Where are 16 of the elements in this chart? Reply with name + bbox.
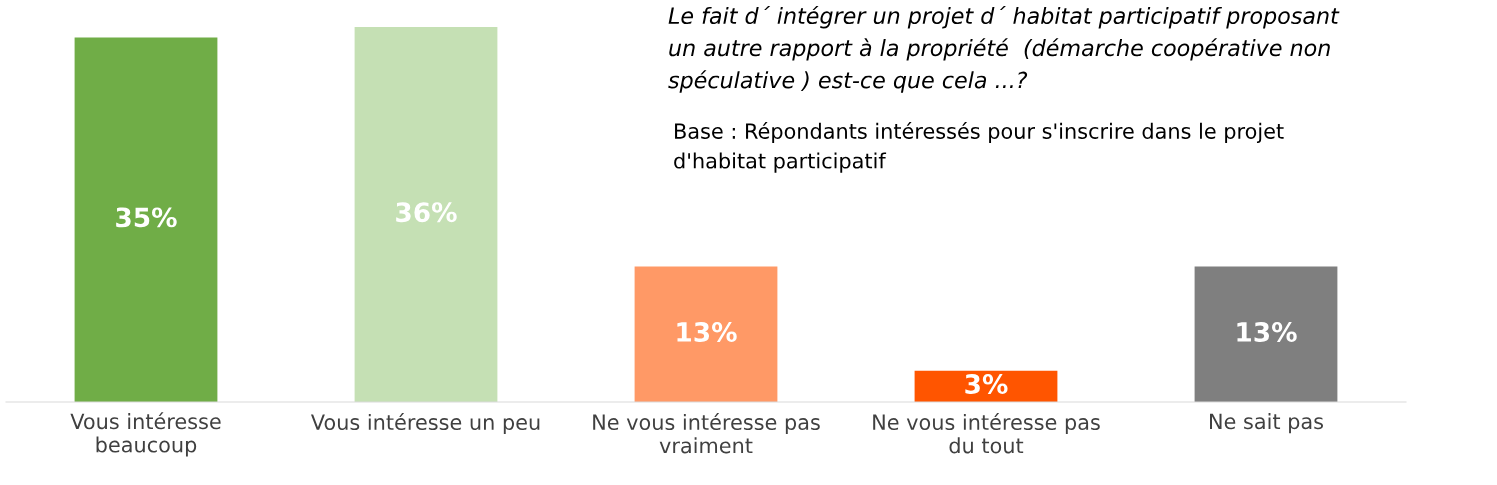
data-label: 13%	[1237, 321, 1297, 342]
x-tick-label: Ne vous intéresse pas vraiment	[593, 413, 820, 454]
bar	[74, 37, 218, 402]
bar	[1194, 266, 1338, 402]
data-label: 13%	[677, 321, 737, 342]
bar	[354, 27, 498, 402]
data-label: 36%	[396, 202, 457, 223]
bar	[634, 266, 778, 402]
x-tick-label: Ne vous intéresse pas du tout	[873, 413, 1100, 454]
annotation: Base : Répondants intéressés pour s'inscrire dans le projet d'habitat participatif	[674, 122, 1284, 173]
data-label: 3%	[965, 374, 1008, 395]
text: Le fait d´ intégrer un projet d´ habitat participatif proposant un autre rapport à la propriété (démarche coopérative non spéculative ) est-ce que cela ...?	[668, 6, 1340, 93]
x-tick-label: Ne sait pas	[1210, 413, 1324, 434]
data-label: 35%	[116, 207, 177, 228]
x-tick-label: Vous intéresse beaucoup	[70, 412, 221, 457]
x-tick-label: Vous intéresse un peu	[310, 413, 540, 435]
